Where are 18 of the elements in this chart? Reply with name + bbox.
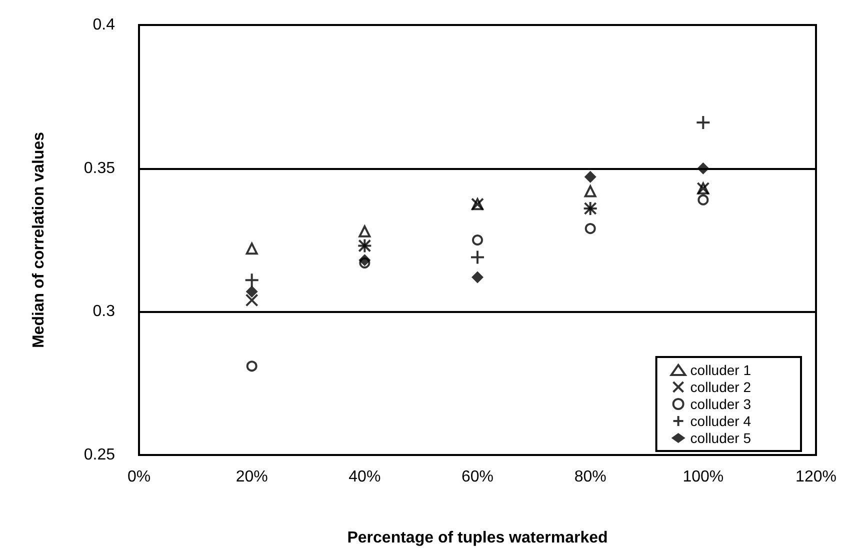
y-tick-label: 0.3 (92, 303, 116, 320)
legend-label: colluder 1 (690, 362, 752, 378)
legend-label: colluder 5 (690, 430, 752, 446)
x-tick-label: 100% (682, 468, 724, 486)
x-tick-label: 0% (127, 468, 151, 486)
x-tick-label: 60% (461, 468, 494, 486)
y-axis-title: Median of correlation values (30, 132, 48, 348)
legend-label: colluder 4 (690, 413, 752, 429)
x-tick-label: 40% (348, 468, 381, 486)
y-tick-label: 0.4 (92, 16, 116, 34)
y-tick-label: 0.35 (84, 160, 116, 177)
legend-label: colluder 3 (690, 396, 752, 412)
x-axis-title: Percentage of tuples watermarked (347, 530, 608, 546)
y-tick-label: 0.25 (84, 446, 116, 464)
x-tick-label: 20% (236, 468, 268, 486)
x-tick-label: 120% (796, 468, 836, 486)
x-tick-label: 80% (574, 468, 606, 486)
legend-label: colluder 2 (690, 379, 752, 395)
